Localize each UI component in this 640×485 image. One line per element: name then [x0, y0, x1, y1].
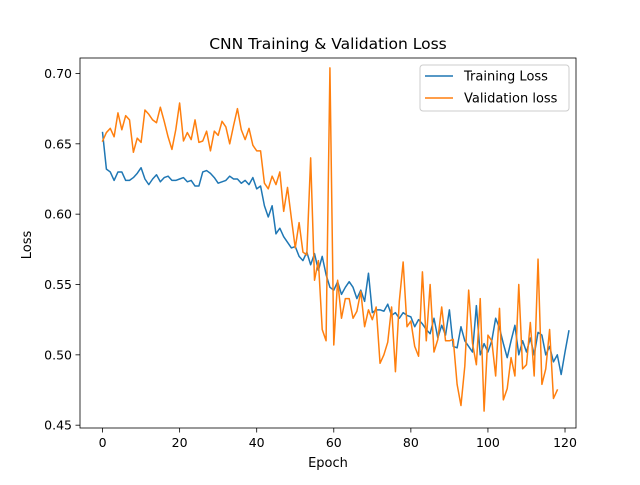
x-tick-label: 60 — [326, 435, 342, 450]
chart-title: CNN Training & Validation Loss — [209, 35, 447, 53]
legend-box — [419, 64, 570, 112]
y-tick-label: 0.60 — [44, 207, 72, 222]
x-axis-label: Epoch — [308, 456, 348, 471]
y-tick-label: 0.50 — [44, 347, 72, 362]
x-tick-label: 20 — [172, 435, 188, 450]
x-tick-label: 100 — [476, 435, 500, 450]
series-line-validation-loss — [101, 67, 559, 412]
y-tick-label: 0.45 — [44, 418, 72, 433]
x-tick-label: 40 — [249, 435, 265, 450]
legend-entry-label: Validation loss — [464, 92, 558, 107]
x-tick-label: 80 — [403, 435, 419, 450]
x-tick-label: 120 — [553, 435, 577, 450]
axes-frame — [79, 57, 577, 429]
y-axis-label: Loss — [20, 231, 35, 260]
y-tick-label: 0.65 — [44, 136, 72, 151]
plot-area — [101, 67, 570, 412]
axes: 0 20 40 60 80 100 120 0.45 0.50 0.55 0.60 0.65 0.70 — [44, 57, 577, 450]
series-line-training-loss — [101, 131, 570, 376]
legend-entry-label: Training Loss — [463, 70, 548, 85]
y-tick-label: 0.70 — [44, 66, 72, 81]
y-tick-label: 0.55 — [44, 277, 72, 292]
x-tick-label: 0 — [99, 435, 107, 450]
legend: Training Loss Validation loss — [419, 64, 570, 112]
